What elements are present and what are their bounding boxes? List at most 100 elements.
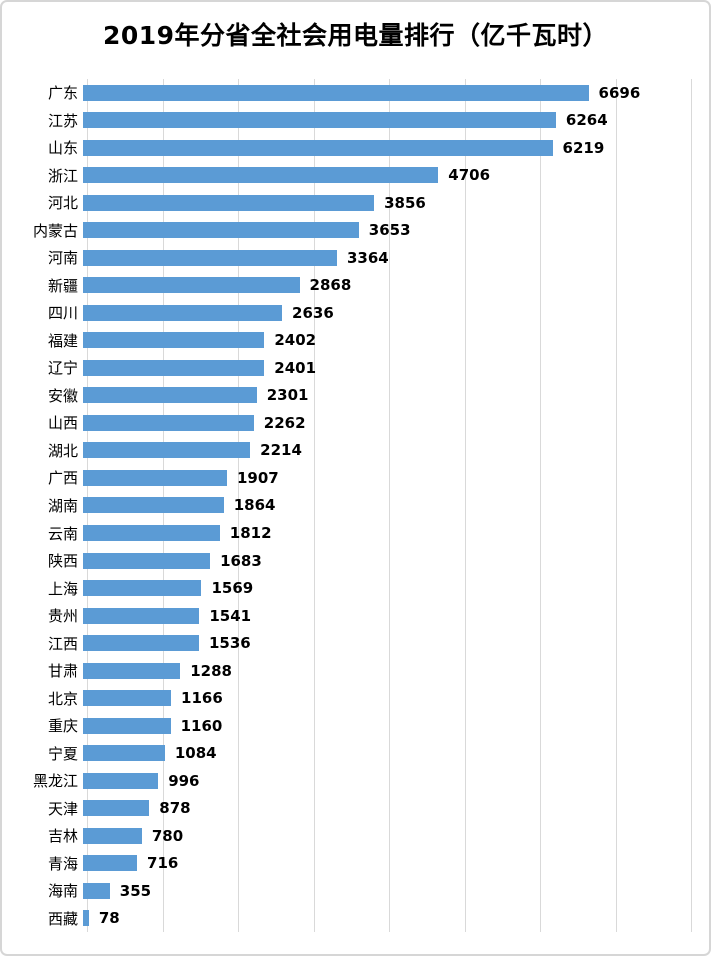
bar — [83, 277, 300, 294]
bar — [83, 139, 553, 156]
data-label: 2301 — [266, 386, 309, 405]
data-label: 1569 — [211, 579, 254, 598]
bar — [83, 882, 110, 899]
category-label: 河南 — [47, 249, 78, 268]
chart-title: 2019年分省全社会用电量排行（亿千瓦时） — [102, 21, 609, 50]
bar — [83, 690, 172, 707]
category-label: 湖北 — [47, 441, 78, 460]
bar — [83, 525, 220, 541]
category-label: 湖南 — [47, 496, 78, 515]
bar — [83, 442, 251, 459]
bar — [83, 304, 283, 321]
bar — [83, 662, 181, 679]
bar-row: 江西 1536 — [2, 629, 709, 657]
gridline — [389, 79, 390, 932]
data-label: 716 — [147, 854, 179, 873]
data-label: 1541 — [209, 606, 252, 625]
data-label: 78 — [98, 909, 120, 928]
bar — [83, 332, 265, 349]
bar — [83, 745, 165, 762]
bar-row: 贵州 1541 — [2, 602, 709, 630]
bar-row: 河南 3364 — [2, 244, 709, 272]
category-label: 陕西 — [47, 552, 78, 571]
data-label: 3653 — [368, 221, 411, 240]
gridline — [540, 79, 541, 932]
bar — [83, 800, 150, 817]
bar-row: 内蒙古 3653 — [2, 217, 709, 245]
bar-row: 辽宁 2401 — [2, 354, 709, 382]
data-label: 780 — [151, 826, 184, 845]
bar-row: 陕西 1683 — [2, 547, 709, 575]
category-label: 海南 — [47, 882, 78, 901]
bar — [83, 580, 202, 597]
bar-row: 湖北 2214 — [2, 437, 709, 465]
data-label: 6264 — [565, 111, 608, 130]
bar — [83, 249, 337, 266]
bar-row: 湖南 1864 — [2, 492, 709, 520]
data-label: 1288 — [190, 661, 232, 680]
bar — [83, 552, 211, 569]
bar — [83, 717, 171, 734]
bar-row: 甘肃 1288 — [2, 657, 709, 685]
bar — [83, 772, 159, 789]
bar — [83, 414, 254, 431]
data-label: 1864 — [233, 496, 276, 515]
data-label: 1160 — [180, 716, 223, 735]
category-label: 贵州 — [47, 607, 78, 626]
data-label: 1683 — [220, 551, 262, 570]
bar — [83, 359, 265, 376]
category-label: 新疆 — [47, 276, 78, 295]
data-label: 1812 — [229, 524, 272, 542]
data-label: 878 — [159, 799, 191, 818]
data-label: 1166 — [181, 689, 223, 708]
gridline — [238, 79, 239, 932]
gridline — [313, 79, 315, 932]
bar — [83, 635, 199, 652]
category-label: 江西 — [47, 634, 78, 653]
bar-row: 吉林 780 — [2, 822, 709, 850]
data-label: 3364 — [346, 248, 389, 267]
bar-row: 山东 6219 — [2, 134, 709, 162]
category-label: 重庆 — [47, 717, 78, 736]
data-label: 355 — [119, 881, 152, 900]
bar-row: 海南 355 — [2, 877, 709, 905]
category-label: 河北 — [47, 194, 78, 213]
data-label: 6219 — [562, 138, 605, 157]
bar-row: 福建 2402 — [2, 327, 709, 355]
bar-row: 北京 1166 — [2, 684, 709, 712]
category-label: 云南 — [47, 524, 78, 543]
bar-row: 黑龙江 996 — [2, 767, 709, 795]
category-label: 四川 — [47, 304, 78, 323]
bar-row: 新疆 2868 — [2, 272, 709, 300]
data-label: 6696 — [598, 83, 641, 102]
category-label: 上海 — [47, 579, 78, 598]
bar-row: 上海 1569 — [2, 574, 709, 602]
bar-row: 广东 6696 — [2, 79, 709, 107]
gridline — [615, 79, 617, 932]
category-label: 西藏 — [47, 909, 78, 928]
bar-row: 宁夏 1084 — [2, 739, 709, 767]
bar — [83, 84, 589, 101]
category-label: 宁夏 — [47, 744, 78, 763]
bar — [83, 222, 359, 239]
category-label: 福建 — [47, 331, 78, 350]
data-label: 2262 — [263, 413, 306, 432]
category-label: 黑龙江 — [32, 772, 78, 791]
bar — [83, 827, 142, 844]
gridline — [691, 79, 692, 932]
category-label: 吉林 — [47, 827, 78, 846]
bar-row: 安徽 2301 — [2, 382, 709, 410]
category-label: 北京 — [47, 689, 78, 708]
bar-row: 浙江 4706 — [2, 162, 709, 190]
bar — [83, 469, 227, 486]
data-label: 4706 — [448, 166, 491, 185]
bar — [83, 167, 439, 184]
bar-row: 山西 2262 — [2, 409, 709, 437]
bar-row: 云南 1812 — [2, 519, 709, 547]
bar-row: 青海 716 — [2, 849, 709, 877]
category-label: 甘肃 — [47, 662, 78, 681]
data-label: 2636 — [292, 303, 334, 322]
category-label: 青海 — [47, 854, 78, 873]
data-label: 1084 — [174, 744, 217, 763]
